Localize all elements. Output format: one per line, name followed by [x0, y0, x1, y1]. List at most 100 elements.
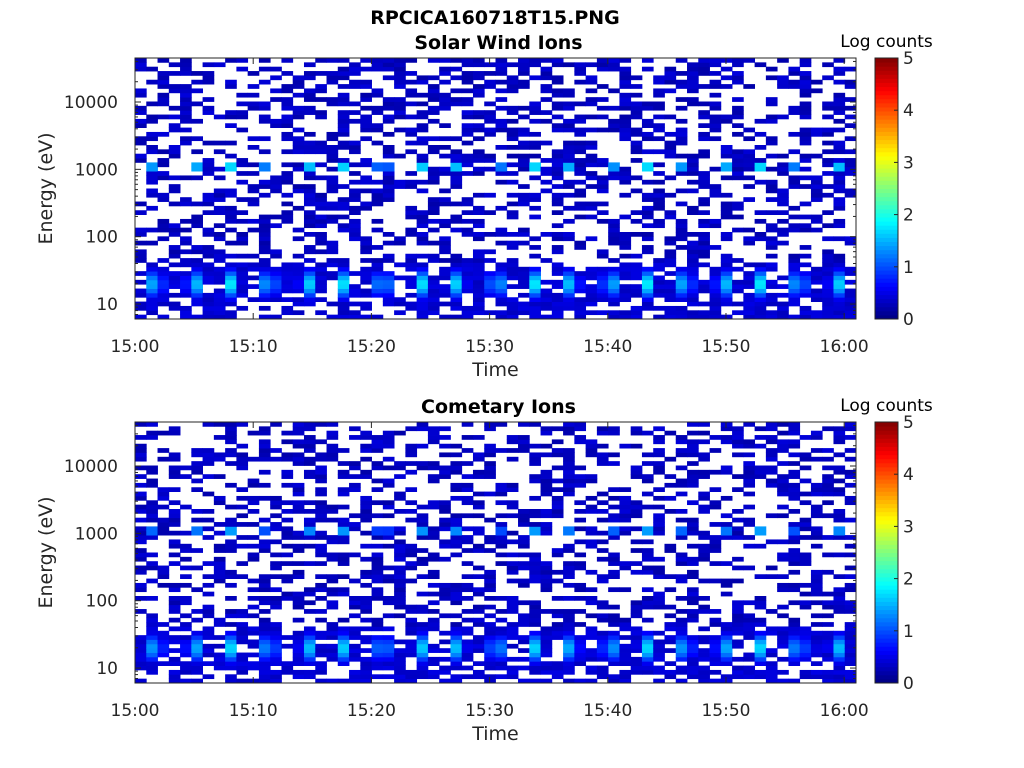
heatmap-cell — [427, 622, 440, 627]
heatmap-cell — [687, 461, 699, 466]
heatmap-cell — [574, 205, 587, 211]
heatmap-cell — [394, 613, 406, 619]
heatmap-cell — [664, 258, 677, 263]
heatmap-cell — [484, 626, 496, 632]
heatmap-cell — [709, 118, 722, 124]
heatmap-cell — [213, 474, 226, 479]
heatmap-cell — [732, 227, 744, 233]
heatmap-cell — [833, 262, 846, 268]
heatmap-cell — [810, 79, 823, 85]
heatmap-cell — [405, 630, 418, 636]
heatmap-cell — [743, 617, 756, 623]
heatmap-cell — [270, 188, 282, 194]
heatmap-cell — [743, 227, 756, 233]
heatmap-cell — [822, 487, 834, 492]
heatmap-cell — [810, 526, 823, 532]
heatmap-cell — [416, 218, 429, 224]
heatmap-cell — [337, 275, 350, 281]
heatmap-cell — [675, 79, 688, 85]
heatmap-cell — [146, 422, 158, 427]
heatmap-cell — [472, 661, 485, 666]
heatmap-cell — [484, 232, 496, 237]
colorbar-segment — [875, 192, 898, 198]
colorbar-segment — [875, 605, 898, 611]
heatmap-cell — [157, 149, 170, 155]
heatmap-cell — [394, 661, 406, 666]
heatmap-cell — [619, 310, 632, 316]
heatmap-cell — [191, 262, 203, 268]
heatmap-cell — [326, 301, 339, 307]
heatmap-cell — [416, 101, 429, 107]
heatmap-cell — [720, 66, 733, 72]
heatmap-cell — [427, 310, 440, 316]
colorbar-segment — [875, 196, 898, 202]
heatmap-cell — [844, 426, 857, 432]
heatmap-cell — [168, 188, 181, 194]
heatmap-cell — [687, 469, 699, 475]
heatmap-cell — [326, 258, 339, 263]
heatmap-cell — [743, 461, 756, 466]
heatmap-cell — [563, 422, 575, 427]
heatmap-cell — [540, 526, 553, 532]
heatmap-cell — [574, 439, 587, 445]
heatmap-cell — [709, 127, 722, 133]
heatmap-cell — [146, 648, 158, 653]
colorbar-segment — [875, 475, 898, 480]
heatmap-cell — [472, 71, 485, 76]
heatmap-cell — [461, 461, 474, 466]
heatmap-cell — [168, 301, 181, 307]
heatmap-cell — [675, 271, 688, 276]
heatmap-cell — [146, 118, 158, 124]
heatmap-cell — [822, 210, 834, 215]
heatmap-cell — [664, 88, 677, 94]
heatmap-cell — [698, 288, 710, 294]
heatmap-cell — [709, 292, 722, 298]
heatmap-cell — [427, 171, 440, 176]
heatmap-cell — [303, 522, 316, 527]
heatmap-cell — [202, 166, 215, 172]
heatmap-cell — [484, 613, 496, 619]
heatmap-cell — [349, 232, 361, 237]
heatmap-cell — [439, 240, 451, 246]
heatmap-cell — [450, 171, 463, 176]
heatmap-cell — [765, 314, 778, 320]
heatmap-cell — [427, 118, 440, 124]
heatmap-cell — [506, 110, 519, 115]
heatmap-cell — [450, 643, 463, 649]
heatmap-cell — [484, 127, 496, 133]
heatmap-cell — [495, 639, 508, 645]
heatmap-cell — [585, 474, 598, 479]
heatmap-cell — [382, 297, 395, 302]
heatmap-cell — [450, 513, 463, 519]
heatmap-cell — [518, 71, 530, 76]
heatmap-cell — [799, 223, 812, 229]
heatmap-cell — [191, 478, 203, 484]
heatmap-cell — [788, 149, 801, 155]
heatmap-cell — [213, 456, 226, 462]
heatmap-cell — [596, 600, 609, 606]
heatmap-cell — [213, 266, 226, 272]
heatmap-cell — [225, 574, 237, 579]
heatmap-cell — [247, 162, 260, 168]
heatmap-cell — [822, 262, 834, 268]
heatmap-cell — [720, 630, 733, 636]
heatmap-cell — [540, 110, 553, 115]
heatmap-cell — [360, 609, 372, 614]
heatmap-cell — [529, 495, 541, 501]
heatmap-cell — [585, 301, 598, 307]
heatmap-cell — [641, 491, 654, 497]
heatmap-cell — [315, 71, 327, 76]
heatmap-cell — [540, 474, 553, 479]
heatmap-cell — [303, 643, 316, 649]
heatmap-cell — [788, 526, 801, 532]
colorbar-segment — [875, 135, 898, 141]
heatmap-cell — [439, 665, 451, 671]
heatmap-cell — [777, 448, 789, 453]
heatmap-cell — [236, 305, 249, 311]
heatmap-cell — [405, 548, 418, 553]
heatmap-cell — [506, 561, 519, 566]
heatmap-cell — [743, 422, 756, 427]
heatmap-cell — [822, 635, 834, 640]
heatmap-cell — [315, 232, 327, 237]
heatmap-cell — [574, 288, 587, 294]
